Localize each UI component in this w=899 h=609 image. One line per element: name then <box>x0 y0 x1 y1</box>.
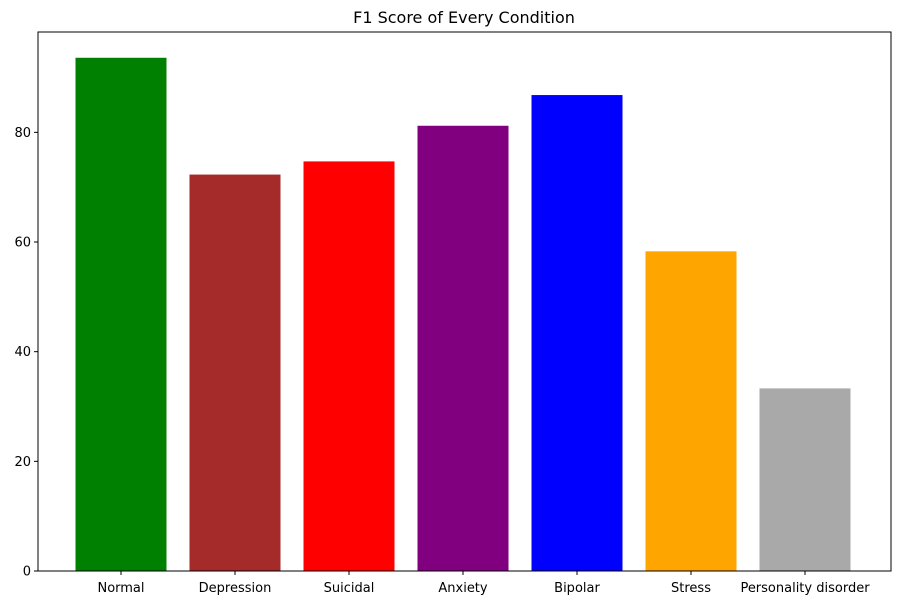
y-axis: 0 20 40 60 80 <box>14 126 38 580</box>
x-tick-label: Anxiety <box>438 581 488 596</box>
x-tick-label: Suicidal <box>324 581 375 596</box>
chart-title: F1 Score of Every Condition <box>353 8 575 27</box>
bar-depression <box>189 174 281 571</box>
y-tick-label: 60 <box>14 236 31 251</box>
bar-normal <box>75 57 167 571</box>
bar-personality-disorder <box>759 388 851 571</box>
x-tick-label: Personality disorder <box>740 581 870 596</box>
x-tick-label: Stress <box>671 581 711 596</box>
x-tick-label: Depression <box>199 581 272 596</box>
bar-bipolar <box>531 95 623 571</box>
x-tick-label: Normal <box>97 581 144 596</box>
bar-anxiety <box>417 125 509 571</box>
y-tick-label: 0 <box>23 565 31 580</box>
x-tick-label: Bipolar <box>554 581 600 596</box>
y-tick-label: 80 <box>14 126 31 141</box>
plot-frame <box>37 31 892 572</box>
y-tick-label: 20 <box>14 455 31 470</box>
y-tick-label: 40 <box>14 345 31 360</box>
x-axis: Normal Depression Suicidal Anxiety Bipolar St… <box>97 571 870 596</box>
bar-stress <box>645 251 737 571</box>
bars-layer <box>75 57 851 571</box>
bar-suicidal <box>303 161 395 571</box>
